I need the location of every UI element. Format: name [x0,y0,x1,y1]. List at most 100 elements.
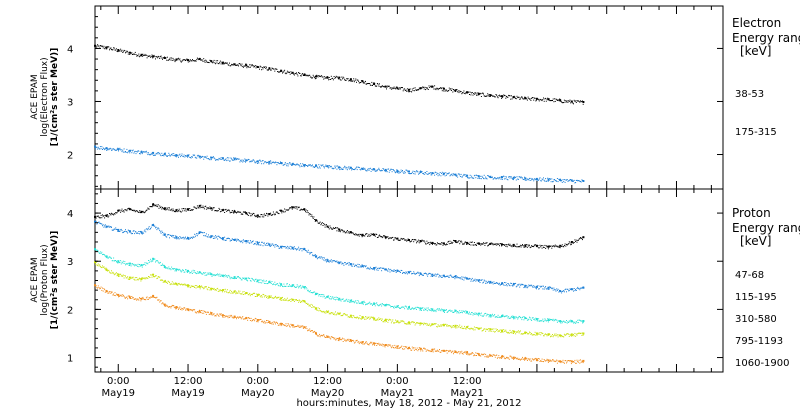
dot-electron-175-315 [104,149,106,151]
dot-proton-1060-1900 [364,343,366,345]
dot-proton-115-195 [254,243,256,245]
dot-electron-38-53 [308,74,310,76]
dot-proton-310-580 [356,302,357,304]
dot-proton-310-580 [309,291,311,293]
dot-proton-310-580 [266,280,267,282]
dot-proton-310-580 [261,280,263,282]
dot-proton-47-68 [473,242,475,243]
dot-proton-47-68 [197,206,199,208]
dot-proton-310-580 [245,277,246,279]
dot-proton-115-195 [290,248,292,250]
dot-electron-175-315 [106,149,108,151]
dot-electron-38-53 [577,100,579,102]
dot-electron-38-53 [526,98,528,100]
dot-proton-115-195 [455,275,457,277]
dot-proton-115-195 [358,264,360,266]
dot-electron-38-53 [427,87,429,89]
dot-electron-175-315 [152,152,154,153]
dot-proton-310-580 [162,264,164,266]
dot-proton-1060-1900 [203,310,205,312]
dot-electron-175-315 [504,176,506,178]
dot-proton-1060-1900 [323,334,325,336]
dot-proton-1060-1900 [335,339,337,341]
dot-proton-115-195 [193,237,195,238]
dot-proton-47-68 [147,207,149,209]
dot-electron-175-315 [392,169,394,170]
dot-proton-795-1193 [573,333,574,335]
dot-electron-175-315 [494,177,496,179]
dot-electron-175-315 [205,157,207,159]
dot-proton-795-1193 [256,295,258,297]
dot-proton-795-1193 [115,273,117,275]
dot-proton-115-195 [99,222,101,224]
dot-proton-47-68 [342,231,344,233]
dot-proton-310-580 [555,319,557,321]
dot-proton-310-580 [481,315,483,317]
point-proton-310-580-17 [291,284,294,287]
dot-electron-175-315 [138,150,140,152]
dot-proton-47-68 [519,244,521,246]
dot-proton-310-580 [130,265,132,267]
dot-proton-115-195 [545,288,547,290]
dot-proton-310-580 [476,314,478,316]
dot-proton-47-68 [229,210,230,212]
dot-proton-1060-1900 [264,322,266,324]
dot-proton-1060-1900 [329,337,331,339]
dot-proton-795-1193 [383,321,385,323]
dot-proton-47-68 [525,246,527,248]
dot-electron-175-315 [293,163,295,165]
dot-electron-175-315 [566,179,567,181]
dot-proton-47-68 [189,209,191,211]
dot-proton-47-68 [396,238,398,240]
dot-proton-115-195 [316,258,318,260]
dot-electron-38-53 [545,100,547,102]
point-proton-47-68-28 [419,240,422,242]
dot-proton-310-580 [229,278,231,280]
dot-proton-795-1193 [495,328,497,330]
dot-proton-47-68 [510,245,512,247]
dot-proton-115-195 [285,247,287,249]
dot-electron-175-315 [489,176,491,178]
dot-electron-38-53 [418,87,420,89]
dot-electron-175-315 [444,175,446,177]
dot-proton-1060-1900 [165,305,167,307]
dot-proton-795-1193 [543,335,545,337]
dot-electron-38-53 [513,96,514,98]
point-proton-1060-1900-37 [524,357,527,360]
point-proton-115-195-15 [268,243,271,246]
dot-proton-310-580 [184,271,186,273]
dot-electron-175-315 [379,169,380,171]
dot-proton-47-68 [381,237,383,239]
dot-proton-310-580 [550,318,551,320]
dot-proton-795-1193 [510,332,512,334]
dot-proton-1060-1900 [379,344,380,346]
dot-proton-47-68 [343,230,345,232]
dot-electron-175-315 [462,176,463,178]
dot-electron-175-315 [282,164,284,166]
dot-proton-310-580 [279,282,281,284]
dot-proton-795-1193 [457,325,459,327]
dot-proton-115-195 [519,286,521,288]
dot-electron-175-315 [351,168,353,169]
dot-electron-175-315 [256,160,258,162]
dot-proton-115-195 [132,230,134,232]
dot-proton-310-580 [516,317,518,319]
dot-proton-47-68 [425,243,427,245]
point-proton-1060-1900-40 [559,360,562,363]
dot-electron-175-315 [157,152,159,154]
dot-proton-1060-1900 [389,344,391,346]
dot-proton-115-195 [470,280,472,282]
point-proton-795-1193-1 [105,268,108,271]
dot-proton-795-1193 [146,277,148,279]
dot-proton-310-580 [326,296,327,298]
dot-electron-38-53 [294,72,296,74]
dot-proton-310-580 [570,320,572,322]
dot-proton-115-195 [546,288,548,290]
dot-proton-115-195 [270,244,272,246]
dot-electron-38-53 [108,46,110,48]
dot-proton-795-1193 [102,267,104,268]
dot-proton-1060-1900 [231,314,233,316]
dot-proton-1060-1900 [367,343,369,345]
dot-electron-38-53 [319,75,320,77]
point-proton-1060-1900-22 [349,339,352,342]
